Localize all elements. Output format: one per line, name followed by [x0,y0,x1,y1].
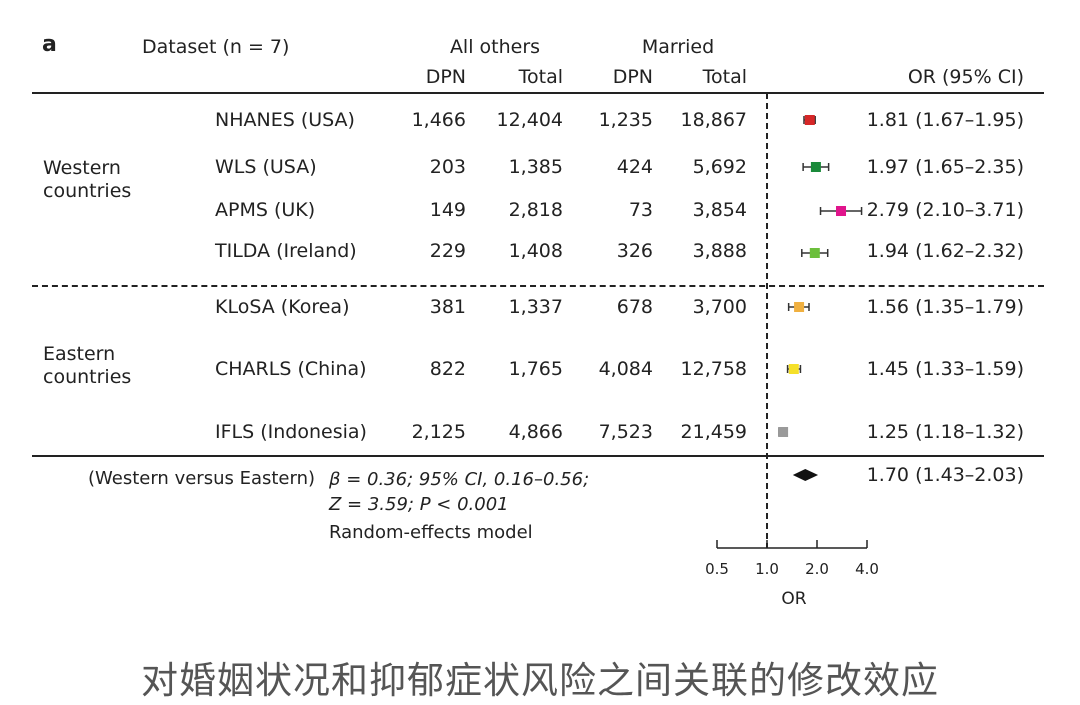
or-text: 1.97 (1.65–2.35) [866,156,1024,178]
or-text: 2.79 (2.10–3.71) [866,199,1024,221]
study-name: KLoSA (Korea) [215,296,350,318]
ao-total: 4,866 [508,421,563,443]
study-name: TILDA (Ireland) [215,240,357,262]
m-total-header: Total [702,66,747,88]
or-text: 1.81 (1.67–1.95) [866,109,1024,131]
ao-dpn: 1,466 [411,109,466,131]
m-dpn: 678 [616,296,653,318]
ao-total: 2,818 [508,199,563,221]
pooled-stats-line1: β = 0.36; 95% CI, 0.16–0.56; [329,469,590,490]
pooled-rule [32,455,1044,457]
x-axis-label: OR [781,589,806,609]
ao-dpn: 229 [429,240,466,262]
pooled-stats-line2: Z = 3.59; P < 0.001 [329,494,509,515]
point-estimate [804,115,815,125]
x-tick-label: 4.0 [855,560,879,578]
or-text: 1.56 (1.35–1.79) [866,296,1024,318]
m-total: 3,854 [692,199,747,221]
m-total: 3,700 [692,296,747,318]
ao-dpn: 149 [429,199,466,221]
point-estimate [794,302,805,312]
or-text: 1.94 (1.62–2.32) [866,240,1024,262]
pooled-or-text: 1.70 (1.43–2.03) [866,464,1024,486]
m-total: 5,692 [692,156,747,178]
ao-dpn-header: DPN [425,66,466,88]
header-rule [32,92,1044,94]
x-tick-label: 2.0 [805,560,829,578]
m-dpn: 7,523 [598,421,653,443]
or-text: 1.25 (1.18–1.32) [866,421,1024,443]
x-tick-label: 1.0 [755,560,779,578]
group1-header: All others [449,36,541,58]
ao-dpn: 203 [429,156,466,178]
study-name: CHARLS (China) [215,358,367,380]
m-total: 18,867 [680,109,747,131]
region-label-western: Western countries [43,157,132,202]
ao-total: 1,765 [508,358,563,380]
ao-dpn: 2,125 [411,421,466,443]
m-dpn-header: DPN [612,66,653,88]
m-dpn: 424 [616,156,653,178]
dataset-header-text: Dataset (n = 7) [142,36,290,58]
study-name: APMS (UK) [215,199,316,221]
ao-total: 1,408 [508,240,563,262]
ao-total: 1,337 [508,296,563,318]
point-estimate [809,248,820,258]
pooled-model: Random-effects model [329,522,533,543]
m-dpn: 73 [628,199,653,221]
ao-total: 12,404 [496,109,563,131]
forest-plot: 0.5 1.0 2.0 4.0 OR [705,93,879,609]
pooled-diamond [792,469,819,481]
m-total: 21,459 [680,421,747,443]
ao-total-header: Total [518,66,563,88]
m-dpn: 4,084 [598,358,653,380]
m-dpn: 1,235 [598,109,653,131]
study-name: IFLS (Indonesia) [215,421,367,443]
m-total: 12,758 [680,358,747,380]
study-name: NHANES (USA) [215,109,355,131]
study-name: WLS (USA) [215,156,317,178]
dataset-header: Dataset (n = 7) [142,36,289,58]
ao-dpn: 381 [429,296,466,318]
region-label-eastern: Eastern countries [43,343,132,388]
pooled-comparison: (Western versus Eastern) [88,468,316,489]
or-text: 1.45 (1.33–1.59) [866,358,1024,380]
caption: 对婚姻状况和抑郁症状风险之间关联的修改效应 [141,659,939,702]
point-estimate [778,427,789,437]
point-estimate [788,364,799,374]
ao-total: 1,385 [508,156,563,178]
m-dpn: 326 [616,240,653,262]
region-divider [32,285,1044,287]
point-estimate [836,206,847,216]
ao-dpn: 822 [429,358,466,380]
group2-header: Married [641,36,715,58]
m-total: 3,888 [692,240,747,262]
x-tick-label: 0.5 [705,560,729,578]
or-ci-header: OR (95% CI) [907,66,1024,88]
point-estimate [810,162,821,172]
panel-label: a [42,32,57,57]
